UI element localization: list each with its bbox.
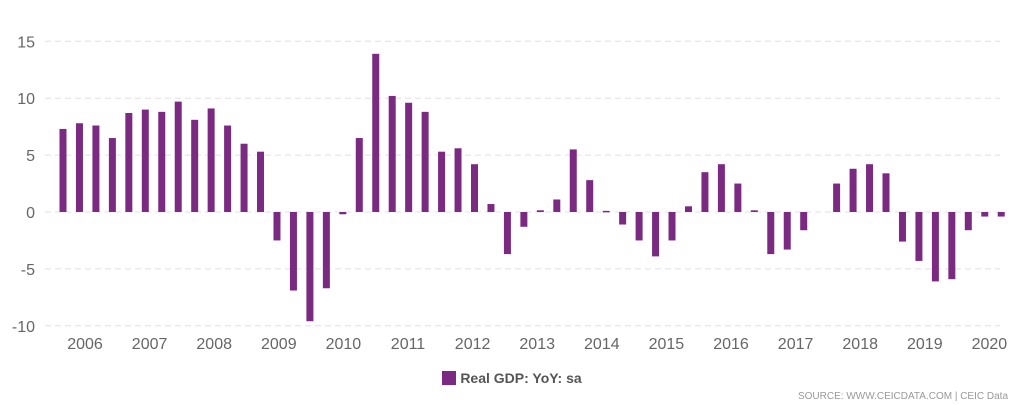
bar: [339, 212, 347, 215]
bar: [684, 206, 692, 212]
legend: Real GDP: YoY: sa: [0, 370, 1024, 386]
bar: [536, 210, 544, 212]
y-tick-label: 15: [17, 34, 35, 51]
x-tick-label: 2011: [391, 336, 426, 353]
bar: [240, 143, 248, 212]
bar: [981, 212, 989, 217]
bar: [257, 151, 265, 212]
bar: [471, 164, 478, 212]
bar: [75, 123, 83, 212]
bar: [224, 125, 232, 212]
y-tick-label: 5: [26, 148, 35, 165]
y-tick-label: -10: [12, 319, 35, 336]
bar: [767, 212, 775, 255]
bar: [322, 212, 330, 289]
bar: [964, 212, 972, 231]
x-tick-label: 2013: [519, 336, 555, 353]
bar: [915, 212, 923, 261]
source-note: SOURCE: WWW.CEICDATA.COM | CEIC Data: [797, 391, 1008, 402]
bar: [619, 212, 627, 225]
x-tick-label: 2008: [196, 336, 232, 353]
bar: [306, 212, 314, 322]
bar: [898, 212, 906, 242]
bar: [438, 151, 446, 212]
y-tick-label: -5: [21, 262, 35, 279]
bar: [866, 164, 874, 212]
legend-label: Real GDP: YoY: sa: [460, 370, 582, 386]
x-tick-label: 2017: [778, 336, 814, 353]
bar: [569, 149, 577, 212]
bar: [701, 172, 709, 212]
bar: [717, 164, 725, 212]
x-tick-label: 2006: [67, 336, 103, 353]
bar: [520, 212, 528, 227]
bar: [849, 168, 857, 212]
bar: [289, 212, 297, 291]
x-tick-label: 2010: [326, 336, 362, 353]
x-tick-label: 2015: [649, 336, 685, 353]
bar: [273, 212, 281, 241]
bar: [948, 212, 956, 280]
x-tick-label: 2014: [584, 336, 620, 353]
bar: [174, 101, 182, 212]
bar: [207, 108, 215, 212]
bar: [503, 212, 511, 255]
bar: [652, 212, 660, 257]
x-tick-label: 2019: [907, 336, 943, 353]
bar: [750, 210, 758, 212]
bar: [191, 119, 199, 212]
bar: [141, 109, 149, 212]
bar: [108, 138, 116, 212]
bar: [372, 53, 380, 213]
bar: [997, 212, 1005, 217]
bar: [405, 102, 413, 212]
bar: [553, 199, 561, 212]
bar: [125, 112, 133, 212]
bar: [668, 212, 676, 241]
x-tick-label: 2012: [455, 336, 491, 353]
bar: [734, 183, 742, 212]
x-tick-label: 2009: [261, 336, 297, 353]
y-tick-label: 10: [17, 91, 35, 108]
x-tick-label: 2018: [842, 336, 878, 353]
x-tick-label: 2020: [972, 336, 1008, 353]
x-tick-label: 2007: [132, 336, 168, 353]
bar: [454, 148, 462, 212]
legend-swatch: [442, 371, 457, 385]
x-tick-label: 2016: [713, 336, 749, 353]
bar: [92, 125, 100, 212]
bar: [59, 128, 67, 212]
bar: [602, 210, 610, 213]
bar: [586, 180, 594, 212]
bar: [487, 204, 495, 212]
bar: [421, 111, 429, 212]
bar: [800, 212, 808, 231]
bar: [355, 138, 363, 212]
bar: [635, 212, 643, 241]
bar: [882, 173, 890, 212]
y-tick-label: 0: [26, 205, 35, 222]
bar: [833, 183, 841, 212]
bar: [158, 111, 166, 212]
bar: [388, 95, 396, 212]
bar: [783, 212, 791, 250]
bar: [931, 212, 939, 282]
